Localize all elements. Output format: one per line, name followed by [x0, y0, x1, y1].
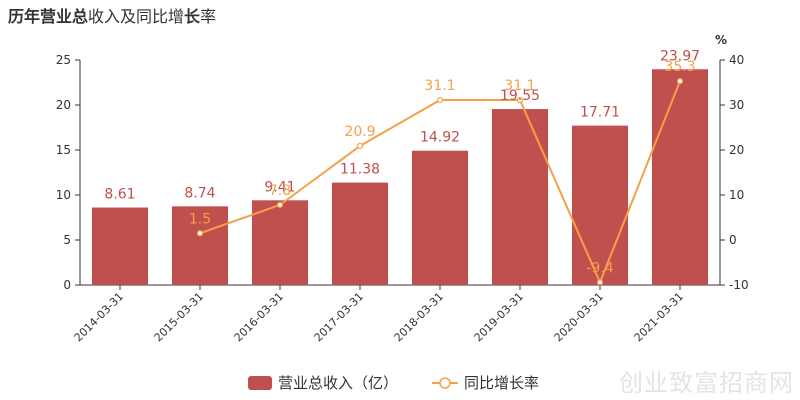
bar: [652, 69, 708, 286]
bar: [172, 206, 228, 285]
bar-value-label: 11.38: [340, 162, 380, 178]
bar: [572, 125, 628, 285]
legend-line-label: 同比增长率: [464, 374, 539, 392]
chart-title: 历年营业总收入及同比增长率: [8, 3, 216, 27]
bar: [412, 150, 468, 285]
growth-value-label: 31.1: [424, 78, 455, 94]
legend-line-marker: [439, 377, 451, 389]
bar-value-label: 9.41: [264, 179, 295, 195]
growth-value-label: 35.3: [664, 59, 695, 75]
chart-title-part: 历年: [8, 7, 41, 26]
chart-title-part: 收入及同比增: [88, 7, 185, 26]
x-tick-label: 2015-03-31: [152, 290, 206, 344]
bar: [92, 207, 148, 285]
bar-value-label: 19.55: [500, 88, 540, 104]
left-tick-label: 0: [63, 278, 71, 292]
x-tick-label: 2016-03-31: [232, 290, 286, 344]
right-axis-unit: %: [715, 33, 727, 47]
bar-value-label: 23.97: [660, 48, 700, 64]
bar-value-label: 17.71: [580, 105, 620, 121]
chart-title-part: 率: [200, 7, 217, 26]
x-tick-label: 2019-03-31: [472, 290, 526, 344]
bar: [492, 109, 548, 285]
right-tick-label: 0: [729, 233, 737, 247]
legend-bar-swatch: [248, 376, 272, 390]
chart-title-part: 营业总: [40, 7, 89, 26]
x-tick-label: 2020-03-31: [552, 290, 606, 344]
growth-value-label: -9.4: [586, 260, 613, 276]
right-tick-label: 40: [729, 53, 744, 67]
x-tick-label: 2021-03-31: [632, 290, 686, 344]
growth-point: [596, 279, 604, 286]
left-tick-label: 20: [56, 98, 71, 112]
left-tick-label: 10: [56, 188, 71, 202]
bar-value-label: 8.61: [104, 187, 135, 203]
left-tick-label: 15: [56, 143, 71, 157]
growth-value-label: 1.5: [189, 211, 211, 227]
x-tick-label: 2014-03-31: [72, 290, 126, 344]
growth-point: [196, 230, 204, 237]
growth-point: [276, 201, 284, 208]
chart-title-part: 长: [184, 7, 201, 26]
bar-value-label: 14.92: [420, 130, 460, 146]
legend-bar-label: 营业总收入（亿）: [278, 374, 398, 392]
left-tick-label: 5: [63, 233, 71, 247]
right-tick-label: 30: [729, 98, 744, 112]
right-tick-label: 10: [729, 188, 744, 202]
x-tick-label: 2017-03-31: [312, 290, 366, 344]
bar: [332, 182, 388, 285]
x-tick-label: 2018-03-31: [392, 290, 446, 344]
left-tick-label: 25: [56, 53, 71, 67]
growth-point: [676, 78, 684, 85]
growth-point: [516, 96, 524, 104]
watermark: 创业致富招商网: [619, 369, 794, 397]
growth-value-label: 20.9: [344, 124, 375, 140]
bar-value-label: 8.74: [184, 185, 215, 201]
right-tick-label: 20: [729, 143, 744, 157]
bar: [252, 200, 308, 285]
right-tick-label: -10: [729, 278, 749, 292]
growth-point: [436, 96, 444, 104]
growth-value-label: 7.8: [269, 183, 291, 199]
growth-value-label: 31.1: [504, 78, 535, 94]
growth-point: [356, 142, 364, 150]
